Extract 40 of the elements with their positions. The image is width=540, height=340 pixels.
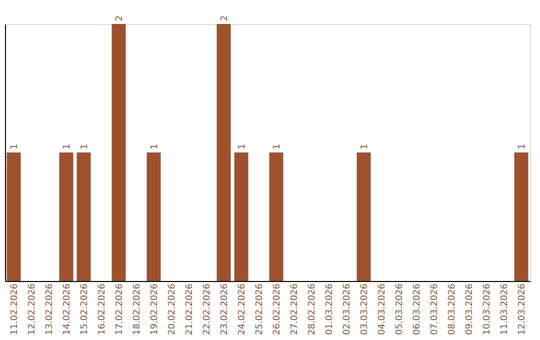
- data-label: 2: [114, 15, 125, 21]
- x-tick-label: 06.03.2026: [412, 283, 422, 336]
- x-tick-label: 14.02.2026: [62, 283, 72, 336]
- x-tick-label: 23.02.2026: [220, 283, 230, 336]
- x-tick-label: 21.02.2026: [184, 283, 195, 336]
- x-tick-label: 03.03.2026: [360, 283, 370, 336]
- x-tick-label: 01.03.2026: [324, 283, 335, 336]
- x-tick-label: 26.02.2026: [272, 283, 282, 336]
- x-tick-label: 15.02.2026: [80, 283, 90, 336]
- x-tick-label: 18.02.2026: [132, 283, 142, 336]
- data-label: 1: [62, 144, 72, 150]
- x-tick-label: 27.02.2026: [290, 283, 300, 336]
- x-tick-label: 19.02.2026: [150, 283, 160, 336]
- x-tick-label: 04.03.2026: [377, 283, 388, 336]
- data-label: 1: [10, 144, 20, 150]
- x-tick-label: 20.02.2026: [167, 283, 178, 336]
- x-tick-label: 13.02.2026: [44, 283, 55, 336]
- x-tick-label: 07.03.2026: [430, 283, 440, 336]
- data-label: 1: [517, 144, 528, 150]
- x-tick-label: 17.02.2026: [114, 283, 125, 336]
- x-tick-label: 12.03.2026: [517, 283, 528, 336]
- x-tick-label: 08.03.2026: [447, 283, 458, 336]
- x-tick-label: 09.03.2026: [464, 283, 475, 336]
- x-tick-label: 05.03.2026: [394, 283, 405, 336]
- data-label: 1: [237, 144, 248, 150]
- data-label: 1: [150, 144, 160, 150]
- data-label: 1: [360, 144, 370, 150]
- x-tick-label: 25.02.2026: [254, 283, 265, 336]
- x-tick-label: 16.02.2026: [97, 283, 108, 336]
- x-tick-label: 10.03.2026: [482, 283, 492, 336]
- data-label: 1: [272, 144, 282, 150]
- x-tick-label: 11.03.2026: [500, 283, 510, 336]
- x-tick-label: 24.02.2026: [237, 283, 248, 336]
- data-label: 1: [80, 144, 90, 150]
- x-tick-label: 11.02.2026: [10, 283, 20, 336]
- x-tick-label: 28.02.2026: [307, 283, 318, 336]
- x-tick-label: 22.02.2026: [202, 283, 212, 336]
- x-tick-label: 12.02.2026: [27, 283, 38, 336]
- x-tick-label: 02.03.2026: [342, 283, 352, 336]
- data-label: 2: [220, 15, 230, 21]
